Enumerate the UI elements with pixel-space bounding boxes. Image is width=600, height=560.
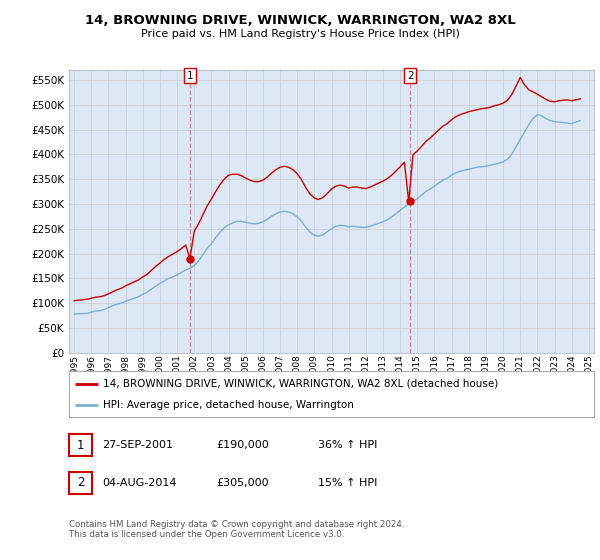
Text: 1: 1 xyxy=(187,71,193,81)
Text: Contains HM Land Registry data © Crown copyright and database right 2024.
This d: Contains HM Land Registry data © Crown c… xyxy=(69,520,404,539)
Text: 2: 2 xyxy=(77,476,84,489)
Text: HPI: Average price, detached house, Warrington: HPI: Average price, detached house, Warr… xyxy=(103,400,354,410)
Text: 1: 1 xyxy=(77,438,84,452)
Text: Price paid vs. HM Land Registry's House Price Index (HPI): Price paid vs. HM Land Registry's House … xyxy=(140,29,460,39)
Text: 14, BROWNING DRIVE, WINWICK, WARRINGTON, WA2 8XL (detached house): 14, BROWNING DRIVE, WINWICK, WARRINGTON,… xyxy=(103,379,499,389)
Text: £190,000: £190,000 xyxy=(216,440,269,450)
Text: 15% ↑ HPI: 15% ↑ HPI xyxy=(318,478,377,488)
Text: 04-AUG-2014: 04-AUG-2014 xyxy=(102,478,176,488)
Text: 14, BROWNING DRIVE, WINWICK, WARRINGTON, WA2 8XL: 14, BROWNING DRIVE, WINWICK, WARRINGTON,… xyxy=(85,14,515,27)
Text: 27-SEP-2001: 27-SEP-2001 xyxy=(102,440,173,450)
Text: 36% ↑ HPI: 36% ↑ HPI xyxy=(318,440,377,450)
Text: £305,000: £305,000 xyxy=(216,478,269,488)
Text: 2: 2 xyxy=(407,71,413,81)
